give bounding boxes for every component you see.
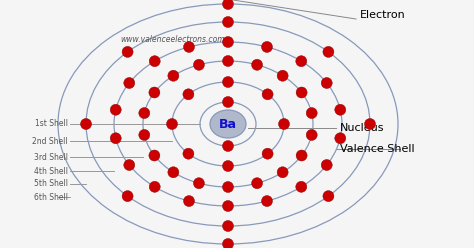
Circle shape [262, 41, 273, 52]
Circle shape [335, 133, 346, 144]
Circle shape [149, 56, 160, 67]
Circle shape [122, 191, 133, 202]
Circle shape [183, 196, 194, 207]
Circle shape [306, 108, 317, 119]
Text: 1st Shell: 1st Shell [35, 120, 68, 128]
Circle shape [183, 41, 194, 52]
Circle shape [296, 181, 307, 192]
Circle shape [321, 77, 332, 89]
Circle shape [222, 160, 234, 172]
Circle shape [149, 150, 160, 161]
Text: 2nd Shell: 2nd Shell [32, 136, 68, 146]
Circle shape [222, 76, 234, 88]
Text: Ba: Ba [219, 118, 237, 130]
Circle shape [222, 220, 234, 231]
Circle shape [124, 159, 135, 171]
Circle shape [168, 167, 179, 178]
Circle shape [110, 133, 121, 144]
Circle shape [149, 181, 160, 192]
Text: Nucleus: Nucleus [340, 123, 384, 133]
Circle shape [166, 119, 177, 129]
Circle shape [193, 59, 204, 70]
Circle shape [222, 17, 234, 28]
Circle shape [110, 104, 121, 115]
Circle shape [124, 78, 135, 89]
Circle shape [296, 150, 307, 161]
Circle shape [323, 46, 334, 57]
Text: 4th Shell: 4th Shell [34, 166, 68, 176]
Text: Electron: Electron [360, 10, 406, 20]
Circle shape [323, 191, 334, 202]
Circle shape [252, 178, 263, 189]
Circle shape [222, 141, 234, 152]
Text: Valence Shell: Valence Shell [340, 144, 415, 154]
Circle shape [222, 200, 234, 212]
Circle shape [252, 59, 263, 70]
Circle shape [279, 119, 290, 129]
Circle shape [296, 87, 307, 98]
Circle shape [222, 182, 234, 192]
Text: 6th Shell: 6th Shell [34, 192, 68, 201]
Circle shape [222, 96, 234, 107]
Circle shape [262, 148, 273, 159]
Text: www.valenceelectrons.com: www.valenceelectrons.com [121, 34, 225, 43]
Ellipse shape [210, 110, 246, 138]
Circle shape [277, 70, 288, 81]
Text: 5th Shell: 5th Shell [34, 180, 68, 188]
Circle shape [222, 36, 234, 48]
Circle shape [262, 196, 273, 207]
Circle shape [183, 148, 194, 159]
Circle shape [139, 129, 150, 140]
Circle shape [183, 89, 194, 100]
Circle shape [262, 89, 273, 100]
Circle shape [321, 159, 332, 171]
Circle shape [168, 70, 179, 81]
Circle shape [306, 129, 317, 140]
Circle shape [149, 87, 160, 98]
Circle shape [222, 0, 234, 9]
Circle shape [222, 56, 234, 66]
Circle shape [222, 239, 234, 248]
Circle shape [139, 108, 150, 119]
Circle shape [296, 56, 307, 67]
Circle shape [365, 119, 375, 129]
Circle shape [122, 46, 133, 57]
Text: 3rd Shell: 3rd Shell [34, 153, 68, 161]
Circle shape [81, 119, 91, 129]
Circle shape [335, 104, 346, 115]
Circle shape [277, 167, 288, 178]
Circle shape [193, 178, 204, 189]
